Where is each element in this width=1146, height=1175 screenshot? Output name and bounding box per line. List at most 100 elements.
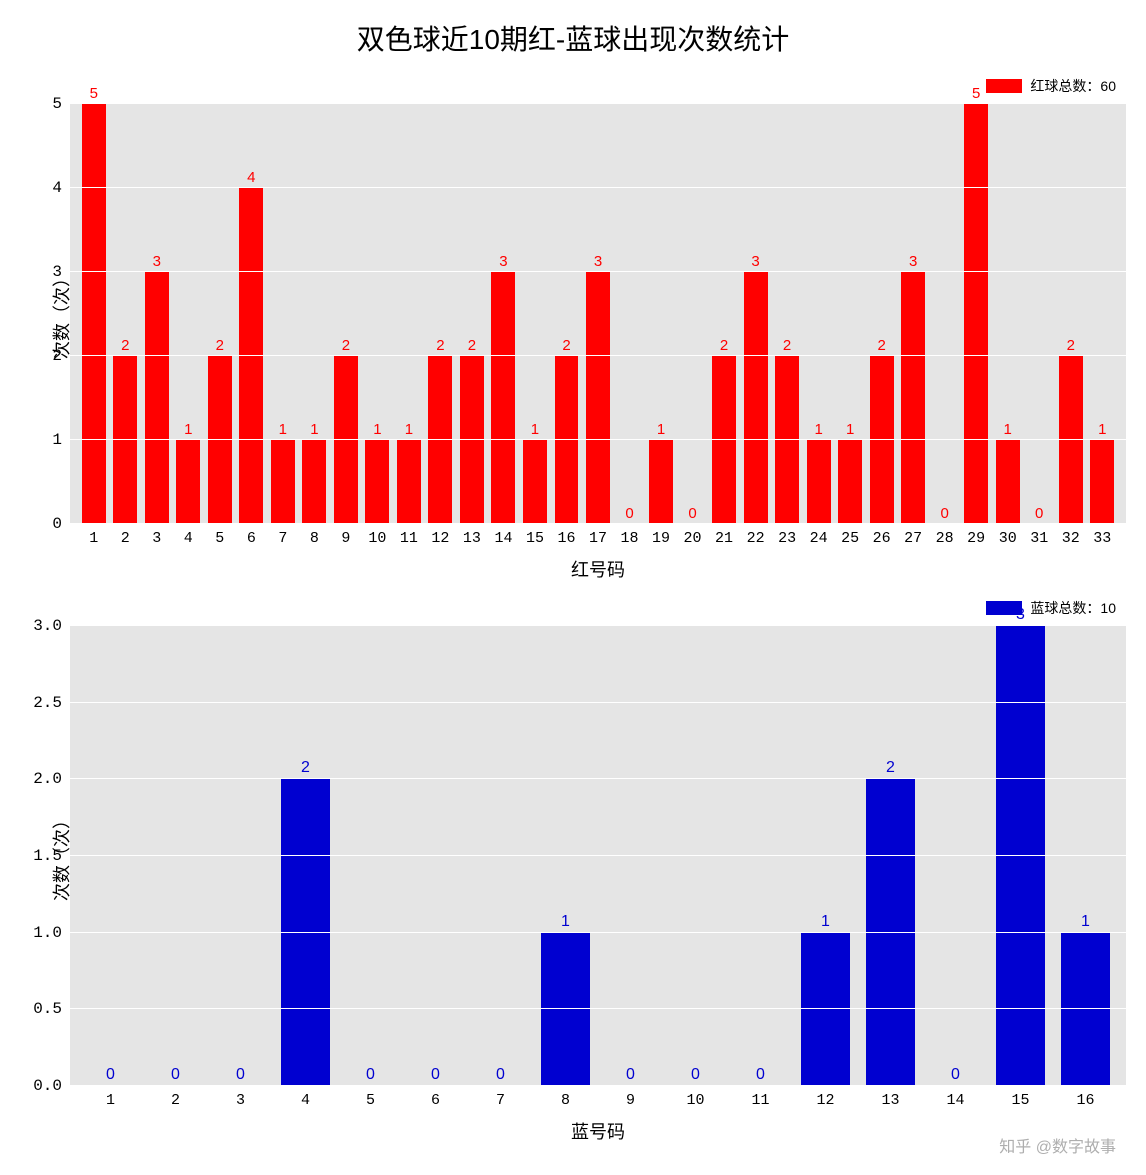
red-bar-slot: 212 <box>425 104 457 524</box>
red-xtick-label: 7 <box>278 530 287 547</box>
red-bar-slot: 51 <box>78 104 110 524</box>
blue-chart-wrap: 蓝球总数：10 次数（次） 01020324050607180901001111… <box>70 626 1126 1144</box>
blue-bar-slot: 02 <box>143 626 208 1086</box>
red-bar: 2 <box>334 356 358 524</box>
red-bar-value-label: 2 <box>436 337 444 354</box>
blue-xtick-label: 14 <box>946 1092 964 1109</box>
red-bar-slot: 317 <box>582 104 614 524</box>
red-legend: 红球总数：60 <box>986 76 1116 96</box>
blue-bar-slot: 05 <box>338 626 403 1086</box>
blue-legend: 蓝球总数：10 <box>986 598 1116 618</box>
blue-xtick-label: 3 <box>236 1092 245 1109</box>
blue-xtick-label: 1 <box>106 1092 115 1109</box>
blue-bar-slot: 09 <box>598 626 663 1086</box>
blue-legend-label: 蓝球总数：10 <box>1030 598 1116 618</box>
red-ytick-label: 3 <box>52 263 62 281</box>
red-gridline <box>70 187 1126 188</box>
red-bar-slot: 125 <box>834 104 866 524</box>
red-bar-slot: 223 <box>771 104 803 524</box>
blue-xtick-label: 4 <box>301 1092 310 1109</box>
red-bar-slot: 115 <box>519 104 551 524</box>
red-bar-value-label: 2 <box>121 337 129 354</box>
red-bar-slot: 124 <box>803 104 835 524</box>
blue-ytick-label: 1.0 <box>33 924 62 942</box>
blue-xtick-label: 7 <box>496 1092 505 1109</box>
blue-ytick-label: 0.0 <box>33 1077 62 1095</box>
red-bar: 3 <box>145 272 169 524</box>
red-bar: 1 <box>838 440 862 524</box>
red-gridline <box>70 439 1126 440</box>
red-bar-value-label: 0 <box>1035 505 1043 522</box>
red-legend-label: 红球总数：60 <box>1030 76 1116 96</box>
blue-gridline <box>70 778 1126 779</box>
blue-bar-slot: 06 <box>403 626 468 1086</box>
red-xtick-label: 32 <box>1062 530 1080 547</box>
red-bar-slot: 216 <box>551 104 583 524</box>
red-xtick-label: 9 <box>341 530 350 547</box>
blue-xtick-label: 11 <box>751 1092 769 1109</box>
red-xtick-label: 22 <box>747 530 765 547</box>
red-bar: 3 <box>491 272 515 524</box>
red-bar-slot: 111 <box>393 104 425 524</box>
red-xtick-label: 18 <box>621 530 639 547</box>
red-bar-slot: 46 <box>236 104 268 524</box>
red-bar-value-label: 3 <box>751 253 759 270</box>
red-bar: 1 <box>176 440 200 524</box>
red-bar: 1 <box>996 440 1020 524</box>
red-bar-slot: 327 <box>897 104 929 524</box>
red-bar-value-label: 0 <box>941 505 949 522</box>
red-bar-slot: 322 <box>740 104 772 524</box>
blue-xtick-label: 16 <box>1076 1092 1094 1109</box>
red-xtick-label: 33 <box>1093 530 1111 547</box>
red-xtick-label: 26 <box>873 530 891 547</box>
red-gridline <box>70 103 1126 104</box>
blue-xtick-label: 6 <box>431 1092 440 1109</box>
figure-container: 双色球近10期红-蓝球出现次数统计 红球总数：60 次数（次） 51223314… <box>0 0 1146 1175</box>
red-ytick-label: 4 <box>52 179 62 197</box>
blue-xtick-label: 5 <box>366 1092 375 1109</box>
blue-bar-slot: 03 <box>208 626 273 1086</box>
red-bar-value-label: 3 <box>153 253 161 270</box>
red-xtick-label: 31 <box>1030 530 1048 547</box>
red-bar-value-label: 2 <box>468 337 476 354</box>
blue-bar-slot: 112 <box>793 626 858 1086</box>
red-bar: 1 <box>523 440 547 524</box>
red-xtick-label: 3 <box>152 530 161 547</box>
blue-bar-value-label: 0 <box>236 1066 245 1084</box>
red-xtick-label: 6 <box>247 530 256 547</box>
blue-bar-value-label: 1 <box>1081 913 1090 931</box>
red-bar-slot: 226 <box>866 104 898 524</box>
red-xtick-label: 15 <box>526 530 544 547</box>
red-bar: 1 <box>397 440 421 524</box>
blue-bar-value-label: 0 <box>626 1066 635 1084</box>
red-xtick-label: 29 <box>967 530 985 547</box>
red-xtick-label: 23 <box>778 530 796 547</box>
red-bar: 1 <box>365 440 389 524</box>
red-bar-slot: 22 <box>110 104 142 524</box>
red-bar: 2 <box>208 356 232 524</box>
blue-bar-value-label: 0 <box>171 1066 180 1084</box>
blue-xlabel: 蓝号码 <box>70 1118 1126 1144</box>
red-bars-group: 5122331425461718291101112122133141152163… <box>70 104 1126 524</box>
blue-ytick-label: 2.5 <box>33 694 62 712</box>
blue-ytick-label: 3.0 <box>33 617 62 635</box>
red-bar: 1 <box>807 440 831 524</box>
red-bar-slot: 028 <box>929 104 961 524</box>
blue-bar-slot: 010 <box>663 626 728 1086</box>
red-bar-value-label: 5 <box>972 85 980 102</box>
red-bar-value-label: 1 <box>1098 421 1106 438</box>
red-bar-slot: 020 <box>677 104 709 524</box>
blue-gridline <box>70 1085 1126 1086</box>
blue-xtick-label: 9 <box>626 1092 635 1109</box>
red-bar-value-label: 1 <box>373 421 381 438</box>
red-xtick-label: 19 <box>652 530 670 547</box>
red-xtick-label: 10 <box>368 530 386 547</box>
red-bar-slot: 221 <box>708 104 740 524</box>
blue-plot-area: 次数（次） 0102032405060718090100111122130143… <box>70 626 1126 1086</box>
red-gridline <box>70 523 1126 524</box>
red-bar-slot: 133 <box>1087 104 1119 524</box>
chart-title: 双色球近10期红-蓝球出现次数统计 <box>0 0 1146 68</box>
red-bar-slot: 314 <box>488 104 520 524</box>
red-bar-slot: 29 <box>330 104 362 524</box>
red-bar-value-label: 1 <box>1004 421 1012 438</box>
